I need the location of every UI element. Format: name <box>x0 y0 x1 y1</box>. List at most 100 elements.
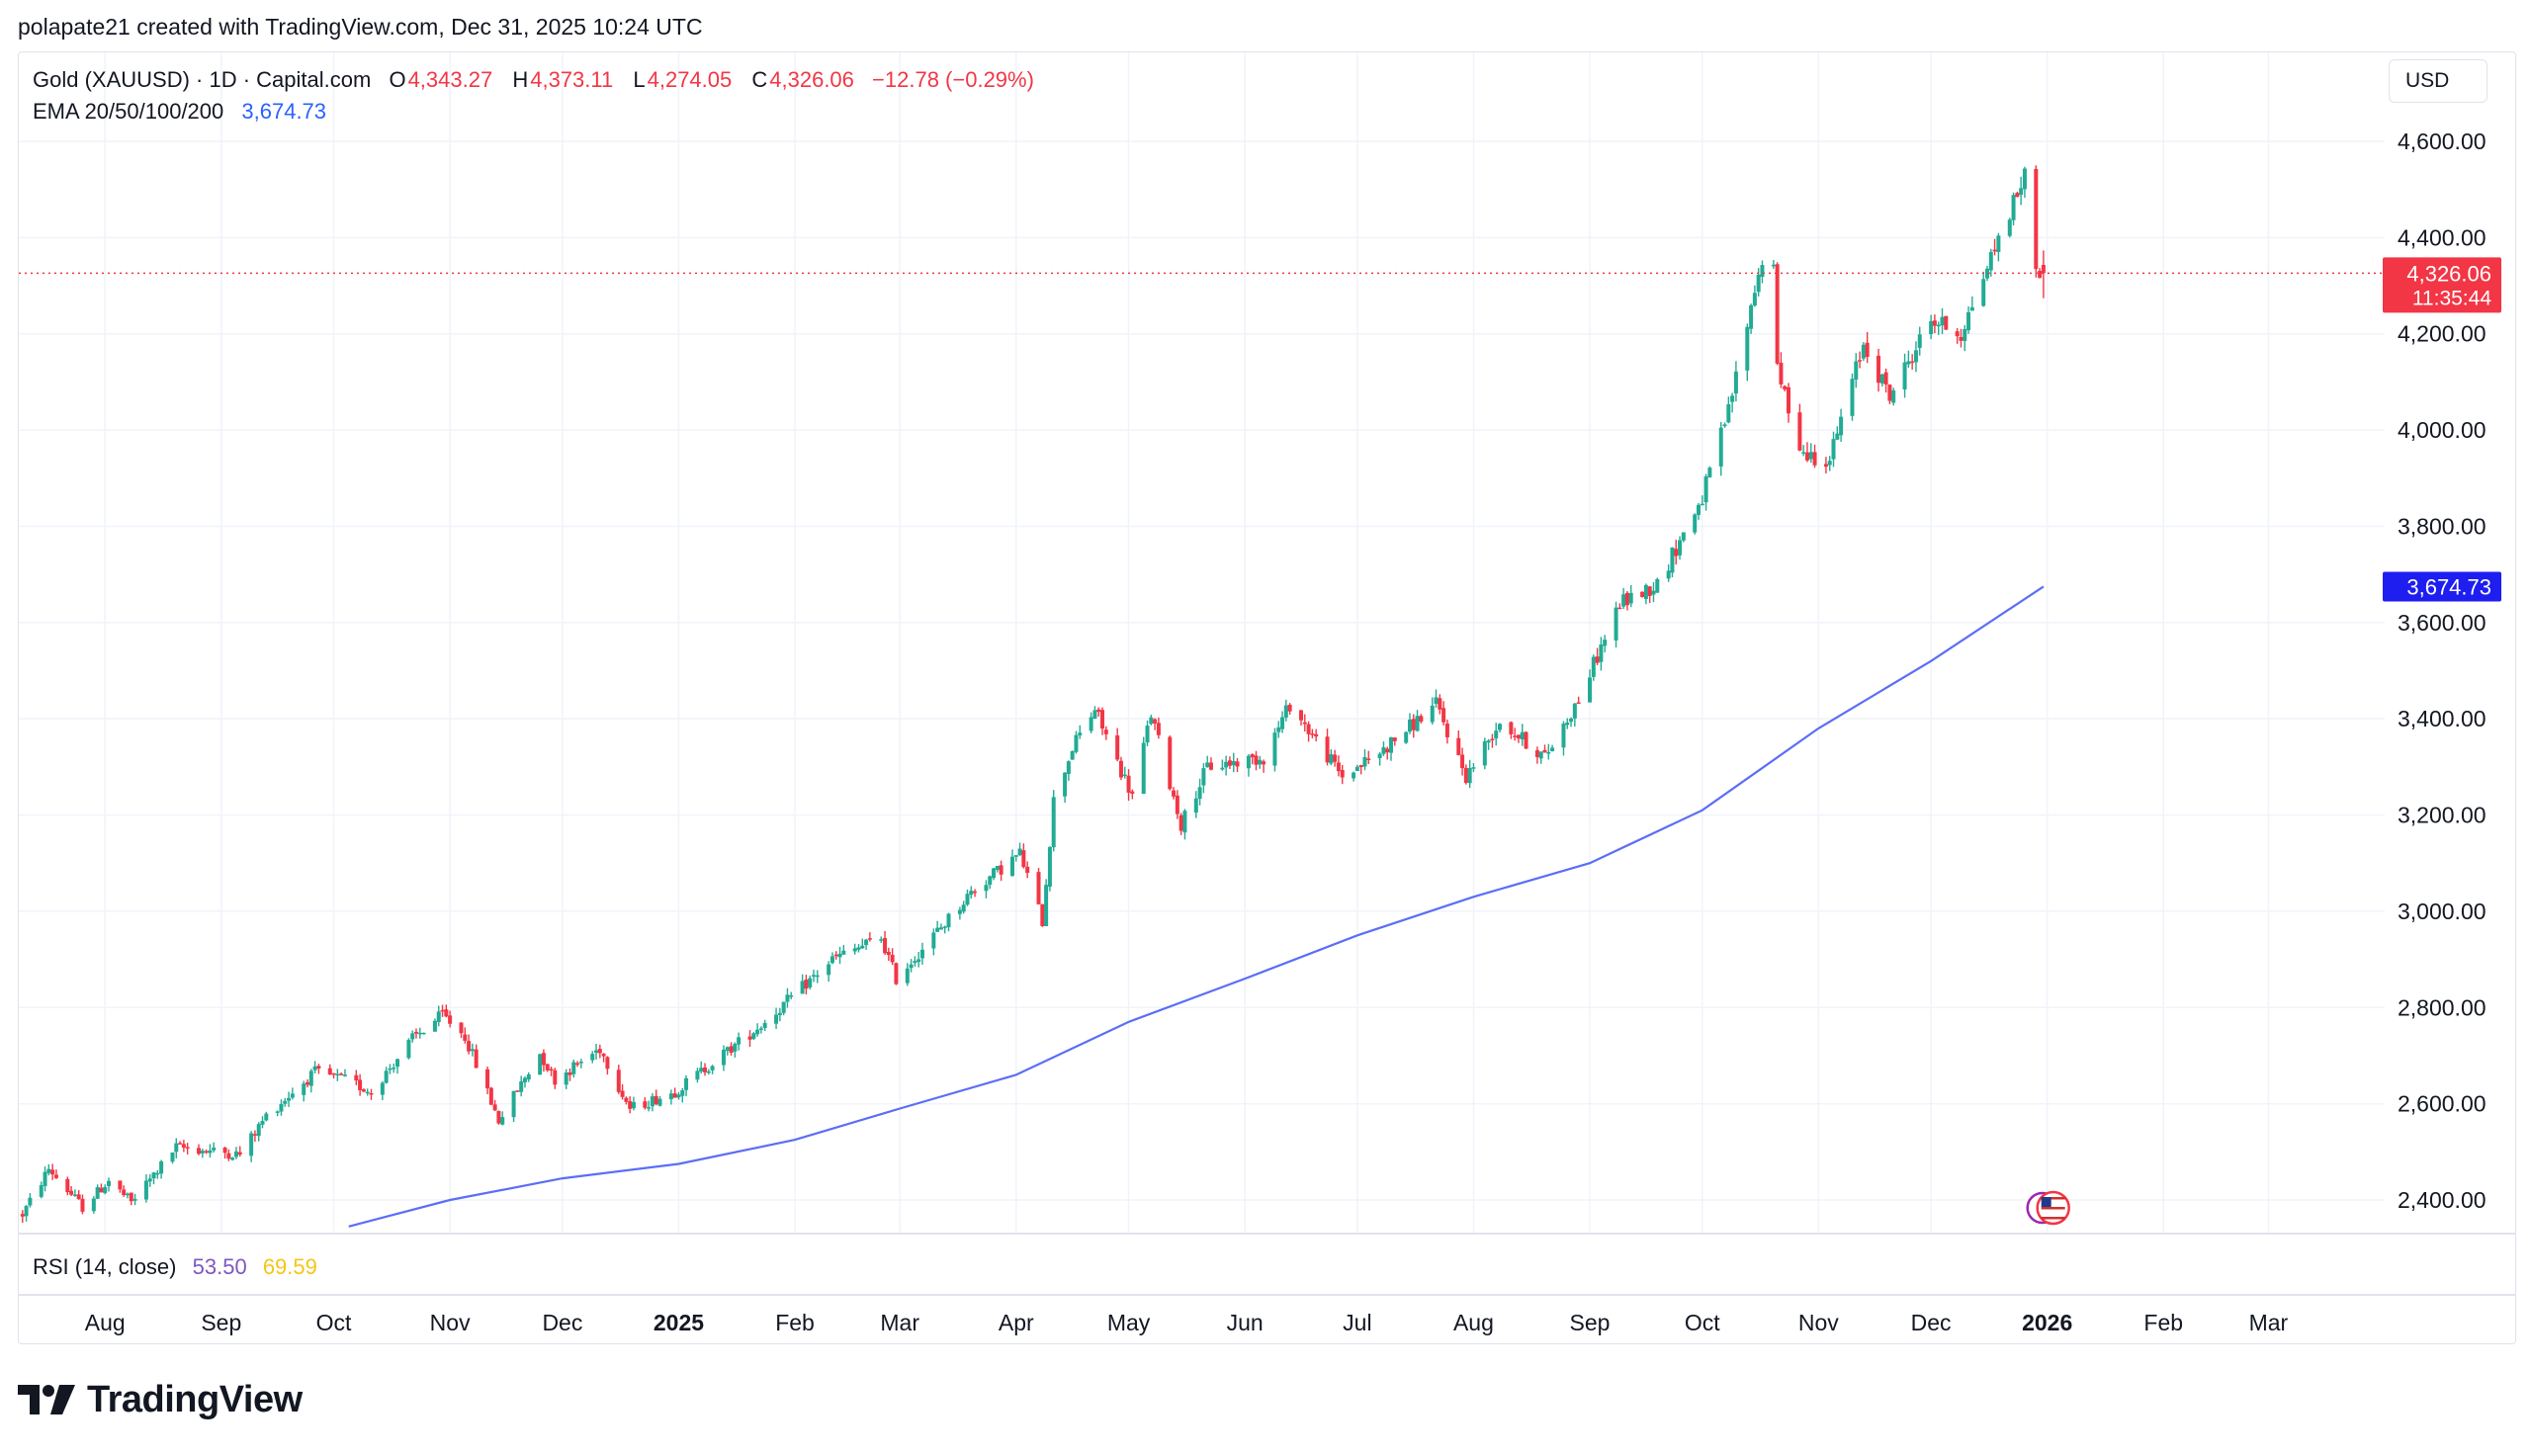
rsi-label[interactable]: RSI (14, close) <box>33 1254 177 1279</box>
candle <box>1940 307 1945 335</box>
candle <box>406 1038 411 1060</box>
candle-body <box>388 1068 393 1071</box>
candle <box>200 1149 205 1158</box>
candle-body <box>969 891 974 896</box>
candle-body <box>519 1081 524 1092</box>
candle-body <box>699 1068 704 1071</box>
candle-body <box>1640 591 1645 598</box>
candle-body <box>230 1157 235 1160</box>
candle-body <box>1325 736 1330 763</box>
candle <box>174 1138 179 1158</box>
candle <box>1670 547 1675 578</box>
candle-body <box>1959 337 1964 341</box>
candle <box>961 900 966 914</box>
candle <box>1362 749 1367 771</box>
candle <box>1783 385 1788 391</box>
candle <box>1576 696 1581 705</box>
candle <box>680 1087 685 1103</box>
candle-body <box>1250 753 1255 758</box>
candle-body <box>973 891 978 894</box>
candle-body <box>69 1190 74 1195</box>
candle <box>1115 728 1120 762</box>
candle-body <box>1883 372 1888 385</box>
candle-body <box>1074 734 1079 752</box>
currency-button[interactable]: USD <box>2389 59 2487 103</box>
candle <box>1591 654 1596 681</box>
candle <box>969 886 974 899</box>
candle <box>151 1171 156 1185</box>
candle-body <box>1944 315 1949 330</box>
symbol-name[interactable]: Gold (XAUUSD) · 1D · Capital.com <box>33 67 372 92</box>
candle-body <box>1917 334 1922 348</box>
candle-body <box>905 968 910 984</box>
candle-body <box>624 1097 629 1102</box>
candle-body <box>515 1090 520 1092</box>
candle-body <box>1624 592 1629 606</box>
candle <box>20 1210 25 1223</box>
price-tick-label: 3,200.00 <box>2398 803 2487 828</box>
price-tick-label: 4,600.00 <box>2398 128 2487 154</box>
candle <box>1985 265 1990 282</box>
candle <box>699 1061 704 1074</box>
candle <box>1314 728 1319 741</box>
candle-body <box>380 1082 385 1095</box>
candle <box>1681 532 1686 543</box>
candle <box>410 1030 415 1043</box>
candle <box>413 1028 418 1039</box>
candle <box>1063 772 1068 804</box>
candle <box>1969 296 1974 311</box>
candle-body <box>852 948 857 952</box>
candle-body <box>758 1028 763 1030</box>
candle <box>1707 466 1712 478</box>
candle <box>1902 353 1907 398</box>
candle <box>222 1147 227 1159</box>
candle-body <box>1703 475 1708 503</box>
candle-body <box>2015 193 2020 198</box>
candle <box>1407 713 1412 734</box>
candle-body <box>200 1151 205 1154</box>
candle <box>1381 741 1386 756</box>
candle-body <box>155 1172 160 1175</box>
candle-body <box>1333 754 1338 762</box>
candle <box>676 1091 681 1100</box>
tradingview-logo[interactable]: TradingView <box>18 1376 303 1423</box>
grid <box>19 52 2516 1296</box>
candle <box>302 1080 306 1102</box>
us-flag-icon[interactable] <box>2036 1190 2070 1226</box>
candle-body <box>43 1171 47 1186</box>
candle-body <box>1779 362 1784 385</box>
candle-body <box>1310 733 1315 735</box>
candle <box>1797 403 1802 452</box>
candle <box>95 1184 100 1199</box>
candle-body <box>1366 758 1371 760</box>
candle <box>1096 707 1101 718</box>
time-tick-label: Oct <box>316 1310 352 1335</box>
candle-body <box>287 1097 292 1101</box>
candle <box>1835 426 1840 440</box>
candle-body <box>2041 264 2046 274</box>
candle <box>1021 843 1026 869</box>
candle-body <box>864 939 869 946</box>
candle-body <box>1178 814 1183 831</box>
flag-stripe <box>2041 1217 2065 1220</box>
candle <box>1538 751 1543 764</box>
candle <box>1333 749 1338 767</box>
candle <box>1178 813 1183 835</box>
ema-label[interactable]: EMA 20/50/100/200 <box>33 99 224 124</box>
candle-body <box>500 1117 505 1125</box>
candle-body <box>575 1063 580 1066</box>
candle-body <box>237 1152 242 1156</box>
candle-body <box>24 1206 29 1217</box>
candle-body <box>1298 710 1303 721</box>
candle-body <box>984 885 989 892</box>
candle-body <box>1910 361 1915 364</box>
candle-body <box>935 927 940 932</box>
candle <box>2007 217 2012 238</box>
time-tick-label: Aug <box>85 1310 126 1335</box>
candle-body <box>1036 872 1041 904</box>
candle-body <box>1047 846 1052 888</box>
candle <box>46 1163 51 1176</box>
candle <box>1172 787 1177 800</box>
flag-stripe <box>2041 1207 2065 1210</box>
